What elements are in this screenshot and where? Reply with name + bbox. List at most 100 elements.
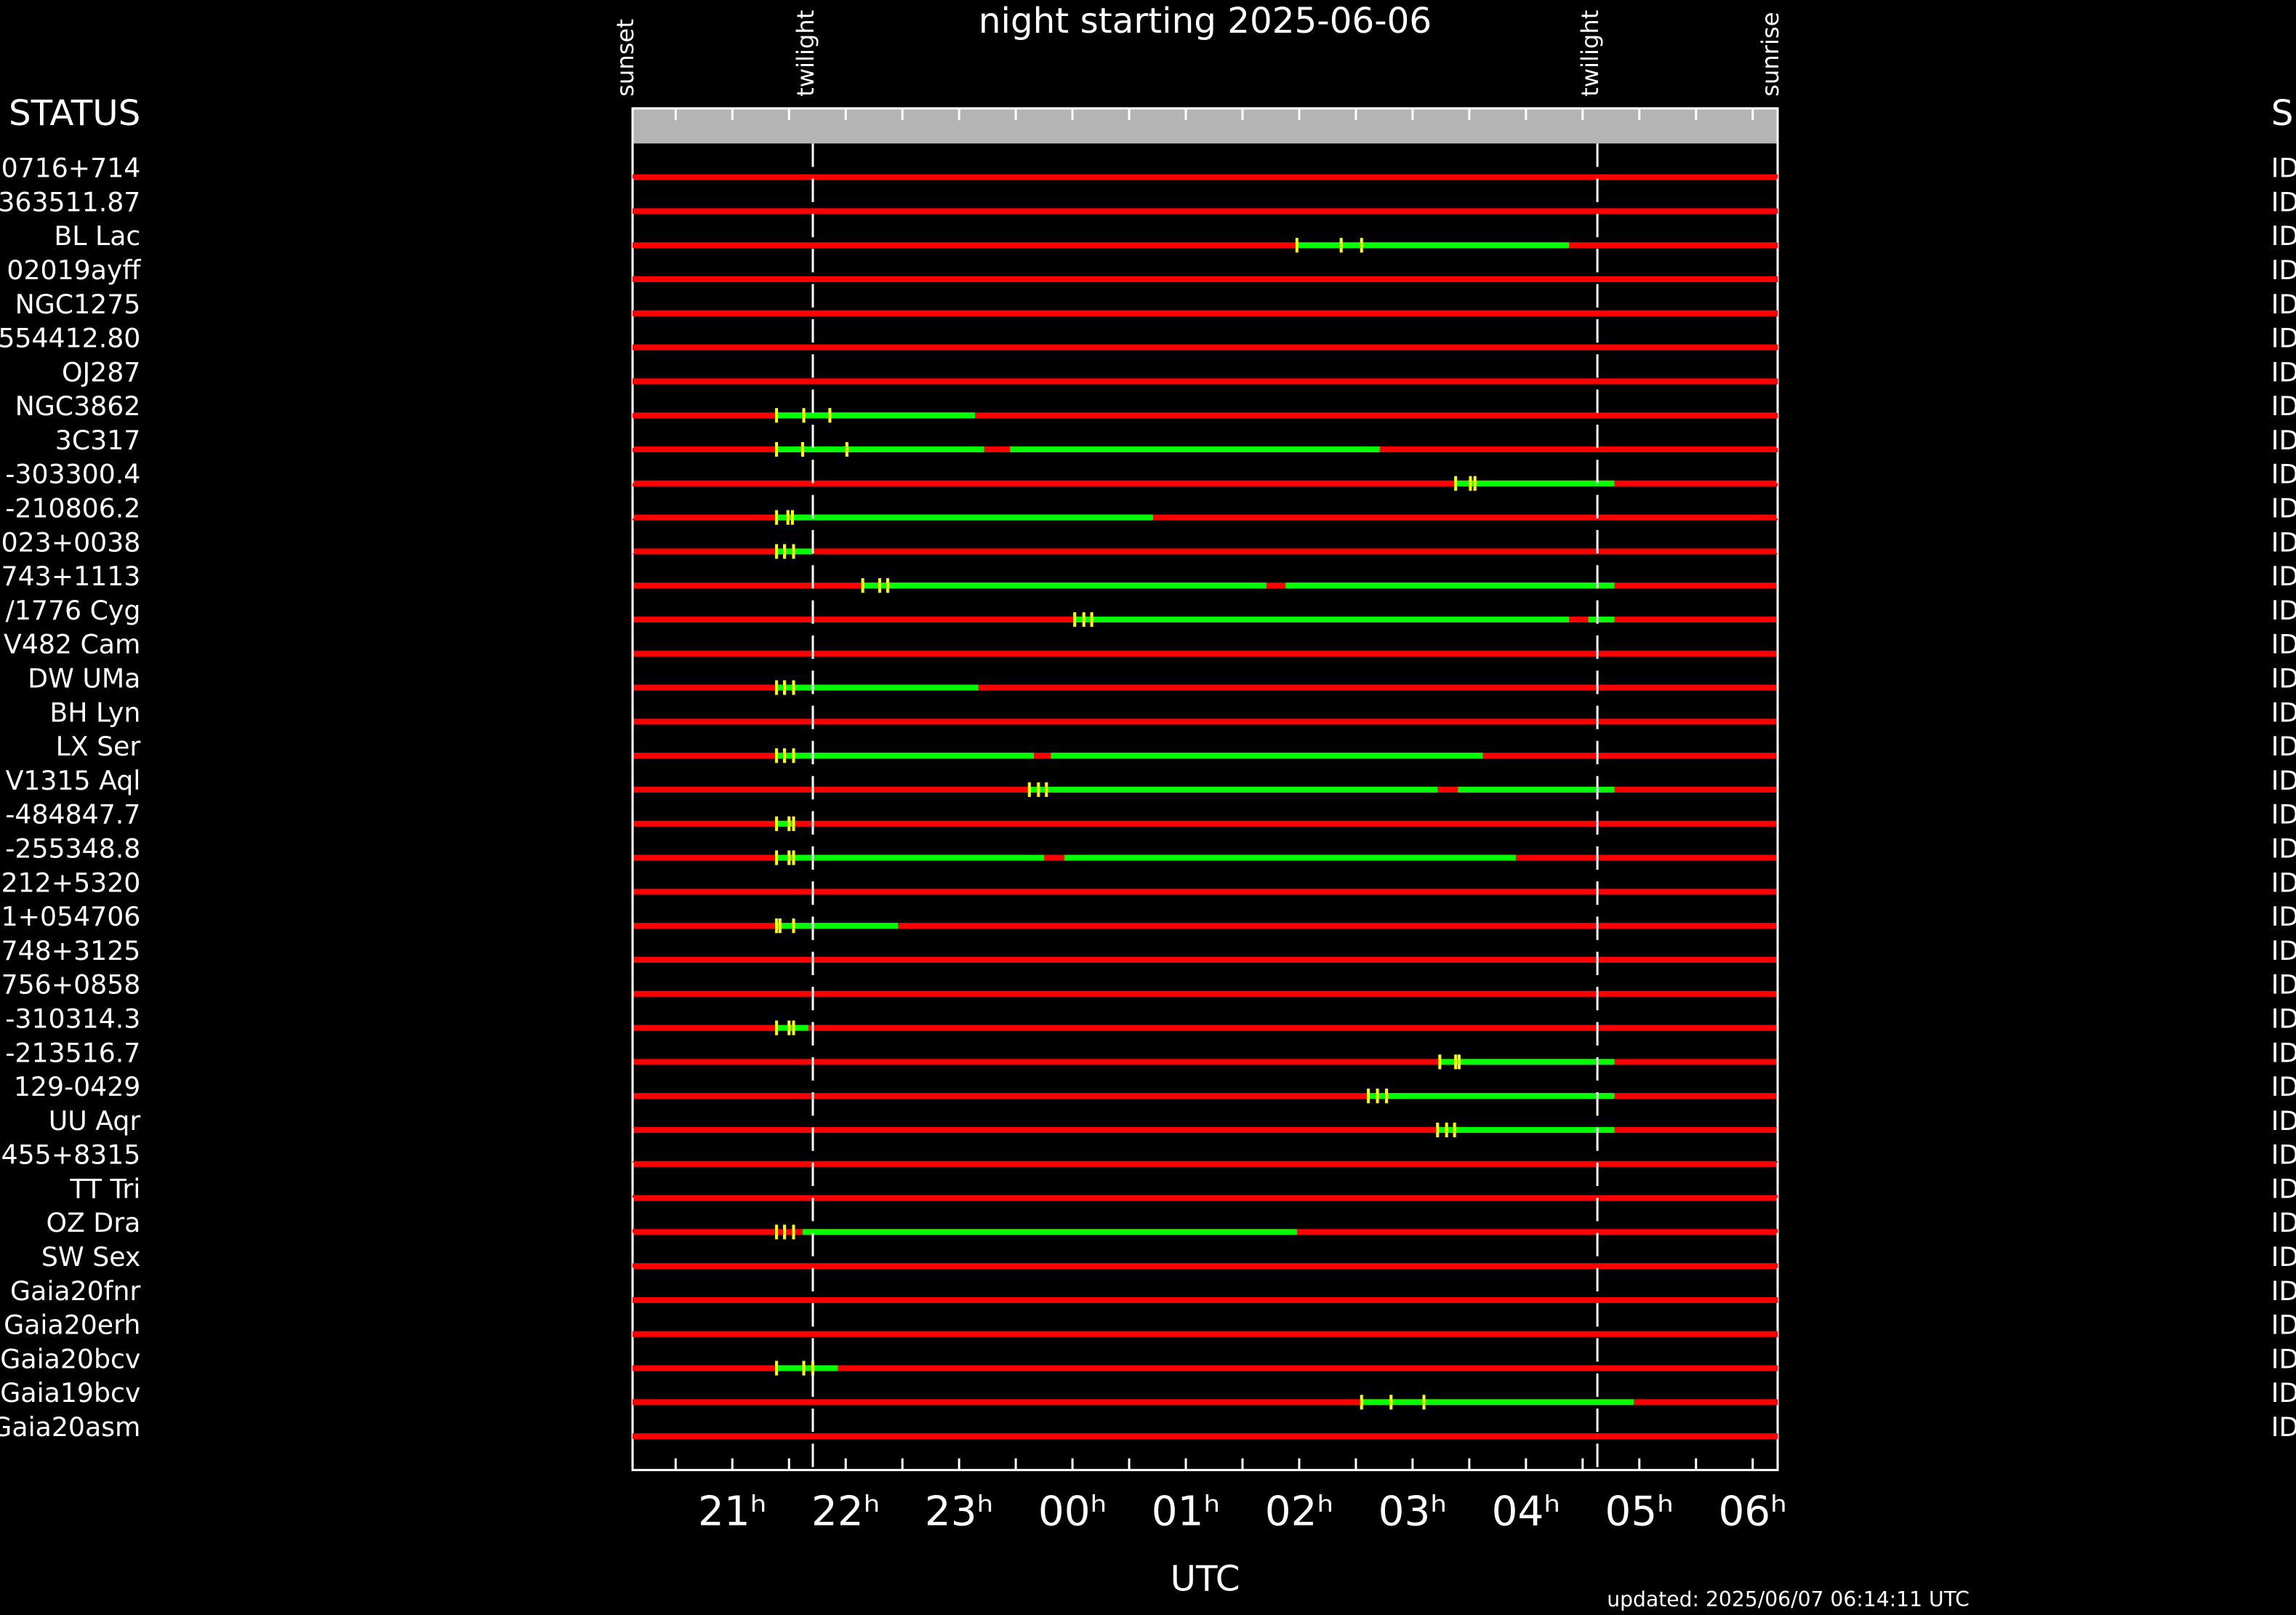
row-status: ID: [2271, 561, 2296, 592]
visibility-window: [1064, 854, 1516, 861]
row-status: ID: [2271, 493, 2296, 524]
visibility-window: [776, 820, 795, 827]
visibility-window: [1588, 616, 1615, 623]
row-label: BH Lyn: [49, 697, 140, 728]
row-status: ID: [2271, 1411, 2296, 1443]
row-label: 129-0429: [14, 1071, 140, 1102]
x-tick-label: 23ʰ: [925, 1488, 994, 1536]
row-status: ID: [2271, 356, 2296, 388]
row-label: NGC3862: [15, 390, 141, 422]
visibility-window: [1368, 1093, 1615, 1099]
row-label: BL Lac: [54, 220, 140, 252]
chart-title: night starting 2025-06-06: [979, 1, 1432, 41]
row-label: -310314.3: [5, 1003, 140, 1034]
visibility-window: [1051, 753, 1483, 759]
right-header: S: [2271, 93, 2294, 134]
row-status: ID: [2271, 1310, 2296, 1341]
x-tick-label: 05ʰ: [1605, 1488, 1674, 1536]
x-tick-label: 02ʰ: [1265, 1488, 1334, 1536]
row-label: 554412.80: [0, 323, 140, 354]
row-label: 748+3125: [1, 935, 141, 966]
row-label: 3C317: [55, 425, 141, 456]
visibility-window: [1437, 1126, 1615, 1133]
row-label: DW UMa: [28, 663, 140, 694]
row-label: 1+054706: [1, 901, 141, 932]
event-label: twilight: [1576, 10, 1604, 97]
row-status: ID: [2271, 459, 2296, 490]
event-label: sunrise: [1757, 12, 1784, 96]
visibility-window: [776, 514, 1153, 521]
row-status: ID: [2271, 220, 2296, 252]
row-label: TT Tri: [69, 1173, 140, 1204]
row-status: ID: [2271, 969, 2296, 1001]
row-status: ID: [2271, 833, 2296, 865]
row-label: V1315 Aql: [6, 765, 141, 796]
row-status: ID: [2271, 1071, 2296, 1102]
row-status: ID: [2271, 1241, 2296, 1273]
row-label: 023+0038: [1, 526, 141, 558]
row-status: ID: [2271, 663, 2296, 694]
row-label: 212+5320: [1, 867, 141, 898]
row-status: ID: [2271, 289, 2296, 320]
row-status: ID: [2271, 629, 2296, 660]
row-status: ID: [2271, 1207, 2296, 1238]
row-status: ID: [2271, 595, 2296, 626]
row-label: Gaia20bcv: [0, 1343, 140, 1374]
row-label: -303300.4: [5, 459, 140, 490]
row-label: Gaia20asm: [0, 1411, 140, 1443]
visibility-window: [776, 446, 984, 453]
row-status: ID: [2271, 731, 2296, 762]
row-status: ID: [2271, 323, 2296, 354]
row-status: ID: [2271, 1343, 2296, 1374]
row-status: ID: [2271, 1173, 2296, 1204]
row-status: ID: [2271, 186, 2296, 217]
left-header: STATUS: [9, 93, 140, 134]
visibility-window: [776, 412, 975, 419]
row-label: -210806.2: [5, 493, 140, 524]
row-status: ID: [2271, 1105, 2296, 1137]
visibility-window: [776, 923, 898, 929]
visibility-window: [862, 582, 1267, 589]
row-label: 455+8315: [1, 1139, 141, 1171]
row-label: Gaia20erh: [4, 1310, 140, 1341]
time-bar: [633, 108, 1778, 144]
row-label: 02019ayff: [7, 255, 141, 286]
row-label: OZ Dra: [46, 1207, 140, 1238]
row-status: ID: [2271, 799, 2296, 830]
x-axis-label: UTC: [1171, 1559, 1240, 1600]
row-status: ID: [2271, 255, 2296, 286]
row-status: ID: [2271, 153, 2296, 184]
row-label: V482 Cam: [4, 629, 140, 660]
x-tick-label: 00ʰ: [1038, 1488, 1107, 1536]
row-label: -484847.7: [5, 799, 140, 830]
event-label: twilight: [792, 10, 819, 97]
row-status: ID: [2271, 390, 2296, 422]
footer: updated: 2025/06/07 06:14:11 UTC: [1607, 1587, 1970, 1611]
row-status: ID: [2271, 1003, 2296, 1034]
row-label: 756+0858: [1, 969, 141, 1001]
row-status: ID: [2271, 526, 2296, 558]
visibility-window: [1361, 1399, 1634, 1406]
row-status: ID: [2271, 1139, 2296, 1171]
x-tick-label: 21ʰ: [698, 1488, 767, 1536]
row-label: SW Sex: [41, 1241, 140, 1273]
visibility-window: [802, 1229, 1297, 1235]
row-label: Gaia19bcv: [0, 1377, 140, 1408]
x-tick-label: 01ʰ: [1152, 1488, 1221, 1536]
row-label: 0716+714: [1, 153, 141, 184]
row-status: ID: [2271, 901, 2296, 932]
x-tick-label: 04ʰ: [1492, 1488, 1561, 1536]
visibility-window: [1456, 480, 1615, 486]
row-label: OJ287: [62, 356, 140, 388]
visibility-window: [776, 753, 1035, 759]
row-label: LX Ser: [56, 731, 141, 762]
row-status: ID: [2271, 867, 2296, 898]
x-tick-label: 06ʰ: [1718, 1488, 1787, 1536]
row-label: Gaia20fnr: [10, 1275, 140, 1307]
row-label: NGC1275: [15, 289, 141, 320]
visibility-window: [776, 854, 1045, 861]
visibility-window: [1285, 582, 1615, 589]
visibility-window: [1440, 1059, 1615, 1065]
